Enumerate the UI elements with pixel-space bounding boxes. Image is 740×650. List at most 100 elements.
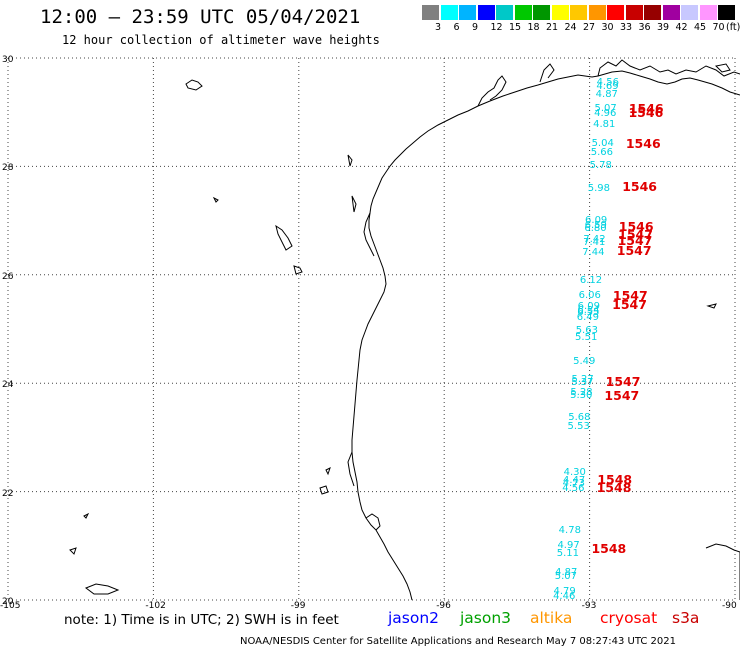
swh-value: 5.11 (556, 547, 580, 559)
island-7 (325, 467, 331, 476)
colorbar-label: 30 (601, 22, 614, 33)
lat-label: 24 (2, 380, 14, 391)
pass-time-label: 1548 (596, 480, 632, 496)
colorbar-swatch (699, 5, 717, 20)
colorbar-swatch (588, 5, 606, 20)
pass-time-label: 1546 (622, 178, 657, 194)
lon-label: -99 (290, 601, 306, 611)
island-3 (83, 512, 90, 519)
swh-value: 5.63 (575, 324, 598, 336)
swh-value: 6.06 (578, 290, 601, 302)
swh-value: 5.51 (575, 332, 598, 344)
colorbar-swatch (477, 5, 495, 20)
swh-value: 7.42 (583, 234, 606, 246)
swh-value: 5.53 (567, 420, 590, 432)
swh-value: 4.30 (563, 466, 586, 478)
colorbar-label: 27 (583, 22, 596, 33)
island-1 (84, 583, 120, 595)
pass-time-label: 1546 (618, 219, 654, 235)
legend-jason3: jason3 (460, 609, 512, 627)
colorbar-swatch (625, 5, 643, 20)
swh-value: 6.09 (577, 301, 600, 313)
lon-label: -96 (436, 601, 451, 611)
swh-value: 5.04 (591, 137, 614, 149)
pass-time-label: 1548 (597, 471, 633, 487)
swh-value: 4.73 (562, 478, 585, 489)
inland-lake-1 (185, 79, 203, 91)
swh-value: 5.68 (568, 412, 591, 424)
page-subtitle: 12 hour collection of altimeter wave hei… (62, 33, 380, 47)
colorbar-label: 42 (675, 22, 688, 33)
lon-label: -102 (145, 601, 166, 611)
coastline-galveston-bay (477, 75, 507, 107)
colorbar-label: 39 (657, 22, 670, 33)
colorbar-label: 36 (638, 22, 651, 33)
lon-label: -105 (0, 601, 21, 611)
swh-value: 4.56 (596, 77, 619, 89)
swh-value: 4.87 (555, 566, 578, 578)
coastline-sabine (539, 63, 555, 83)
swh-value: 7.41 (583, 237, 606, 249)
swh-value: 6.55 (577, 306, 600, 318)
colorbar-label: 21 (546, 22, 559, 33)
pass-time-label: 1547 (612, 297, 647, 313)
colorbar-swatch (514, 5, 532, 20)
lat-label: 22 (2, 488, 14, 499)
colorbar-swatch (718, 5, 735, 20)
swh-value: 5.49 (573, 355, 596, 367)
colorbar-label: 70 (712, 22, 725, 33)
pass-time-label: 1548 (591, 541, 627, 557)
colorbar-swatch (440, 5, 458, 20)
inland-lake-5 (347, 154, 353, 167)
footer-credit: NOAA/NESDIS Center for Satellite Applica… (240, 636, 676, 647)
pass-time-label: 1547 (604, 388, 640, 404)
lon-label: -90 (722, 601, 737, 611)
pass-time-label: 1547 (616, 242, 652, 258)
colorbar-swatch (533, 5, 550, 20)
colorbar-swatch (662, 5, 680, 20)
colorbar-swatch (459, 5, 476, 20)
swh-value: 5.07 (594, 103, 617, 115)
colorbar-label: 15 (509, 22, 522, 33)
inland-lake-3 (293, 265, 303, 275)
swh-value: 4.97 (557, 539, 580, 551)
swh-value: 4.56 (562, 482, 585, 494)
coastline-lagoon-south (347, 451, 355, 487)
lat-label: 30 (2, 55, 14, 65)
swh-value: 4.96 (594, 107, 617, 119)
colorbar-label: 6 (453, 22, 460, 33)
swh-value: 4.79 (553, 585, 576, 597)
coastline-lagoon-tx (363, 212, 375, 257)
swh-value: 5.98 (587, 183, 610, 195)
colorbar-swatch (422, 5, 439, 20)
colorbar-label: 45 (694, 22, 707, 33)
footer-note: note: 1) Time is in UTC; 2) SWH is in fe… (64, 612, 339, 628)
pass-time-label: 1547 (617, 233, 653, 249)
pass-time-label: 1546 (628, 100, 664, 116)
coastline-louisiana (597, 59, 740, 77)
lat-label: 26 (2, 271, 14, 282)
colorbar-label: 9 (472, 22, 479, 33)
coastline-main (351, 70, 740, 601)
swh-value: 4.46 (553, 591, 576, 603)
lat-label: 28 (2, 163, 14, 174)
island-8 (319, 485, 329, 495)
colorbar-unit: (ft) (726, 22, 740, 33)
inland-lake-6 (351, 195, 357, 213)
lat-label: 20 (2, 597, 14, 607)
swh-value: 6.09 (585, 214, 608, 226)
pass-time-label: 1546 (625, 135, 661, 151)
swh-value: 6.49 (576, 312, 600, 324)
colorbar-swatch (607, 5, 624, 20)
swh-value: 5.37 (571, 377, 594, 389)
swh-value: 5.27 (571, 373, 594, 385)
inland-lake-4 (212, 196, 219, 203)
island-4 (705, 543, 740, 600)
colorbar-swatch (496, 5, 513, 20)
swh-value: 5.66 (590, 147, 613, 159)
legend-s3a: s3a (672, 609, 700, 627)
legend-cryosat: cryosat (600, 609, 658, 627)
pass-time-label: 1546 (628, 104, 664, 120)
legend-jason2: jason2 (388, 609, 440, 627)
